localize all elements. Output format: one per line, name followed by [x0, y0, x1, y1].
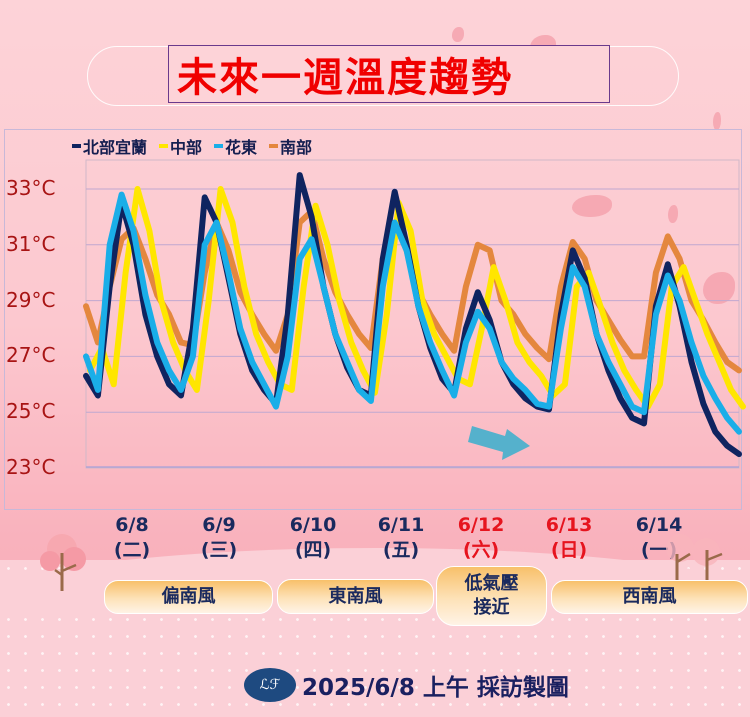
legend-label: 北部宜蘭	[83, 138, 148, 157]
petal-decoration	[452, 27, 464, 42]
date-text: 6/13	[545, 514, 593, 536]
series-line-2	[83, 191, 742, 435]
date-text: 6/8	[115, 514, 149, 536]
weekday-text: (二)	[113, 539, 151, 561]
page-title: 未來一週溫度趨勢	[177, 55, 513, 101]
legend-swatch-central	[159, 144, 169, 148]
legend-swatch-east	[214, 144, 224, 148]
date-text: 6/9	[202, 514, 236, 536]
weekday-text: (四)	[294, 539, 332, 561]
legend-item-central: 中部	[159, 134, 202, 158]
series-line-1	[87, 186, 746, 410]
weekday-text: (五)	[382, 539, 420, 561]
y-tick-label: 23°C	[6, 455, 56, 479]
day-label-6-13: 6/13 (日)	[534, 513, 604, 563]
legend-item-south: 南部	[269, 134, 312, 158]
chart-frame	[4, 129, 742, 510]
y-tick-label: 27°C	[6, 343, 56, 367]
y-tick-label: 33°C	[6, 176, 56, 200]
petal-decoration	[572, 195, 612, 217]
day-label-6-12: 6/12 (六)	[446, 513, 516, 563]
chart-legend: 北部宜蘭 中部 花東 南部	[72, 134, 312, 158]
date-text: 6/11	[377, 514, 425, 536]
footer-text: 2025/6/8 上午 採訪製圖	[302, 675, 569, 701]
tree-icon	[666, 534, 723, 582]
date-text: 6/12	[457, 514, 505, 536]
petal-decoration	[668, 205, 678, 223]
petal-decoration	[713, 112, 721, 130]
day-label-6-10: 6/10 (四)	[278, 513, 348, 563]
weekday-text: (六)	[462, 539, 500, 561]
series-lines	[83, 172, 746, 458]
date-text: 6/10	[289, 514, 337, 536]
day-label-6-11: 6/11 (五)	[366, 513, 436, 563]
footer-credit: ℒℱ 2025/6/8 上午 採訪製圖	[244, 668, 569, 702]
legend-swatch-south	[269, 144, 279, 148]
petal-decoration	[703, 272, 735, 304]
wind-label-southwest: 西南風	[551, 580, 748, 614]
weekday-text: (日)	[550, 539, 588, 561]
wind-label-southeast: 東南風	[277, 579, 434, 614]
day-label-6-9: 6/9 (三)	[184, 513, 254, 563]
tree-icon	[40, 534, 86, 591]
legend-swatch-north	[72, 144, 81, 148]
y-tick-label: 29°C	[6, 288, 56, 312]
y-tick-label: 25°C	[6, 399, 56, 423]
legend-label: 南部	[280, 138, 313, 157]
legend-label: 花東	[225, 138, 258, 157]
day-label-6-8: 6/8 (二)	[97, 513, 167, 563]
weekday-text: (三)	[200, 539, 238, 561]
logo-icon: ℒℱ	[244, 668, 296, 702]
title-box: 未來一週溫度趨勢	[168, 45, 610, 103]
right-arrow-icon	[468, 426, 530, 460]
wind-label-low-pressure: 低氣壓 接近	[436, 566, 547, 626]
date-text: 6/14	[635, 514, 683, 536]
legend-item-east: 花東	[214, 134, 257, 158]
wind-label-south: 偏南風	[104, 580, 273, 614]
legend-item-north: 北部宜蘭	[72, 134, 147, 158]
y-tick-label: 31°C	[6, 232, 56, 256]
legend-label: 中部	[170, 138, 203, 157]
